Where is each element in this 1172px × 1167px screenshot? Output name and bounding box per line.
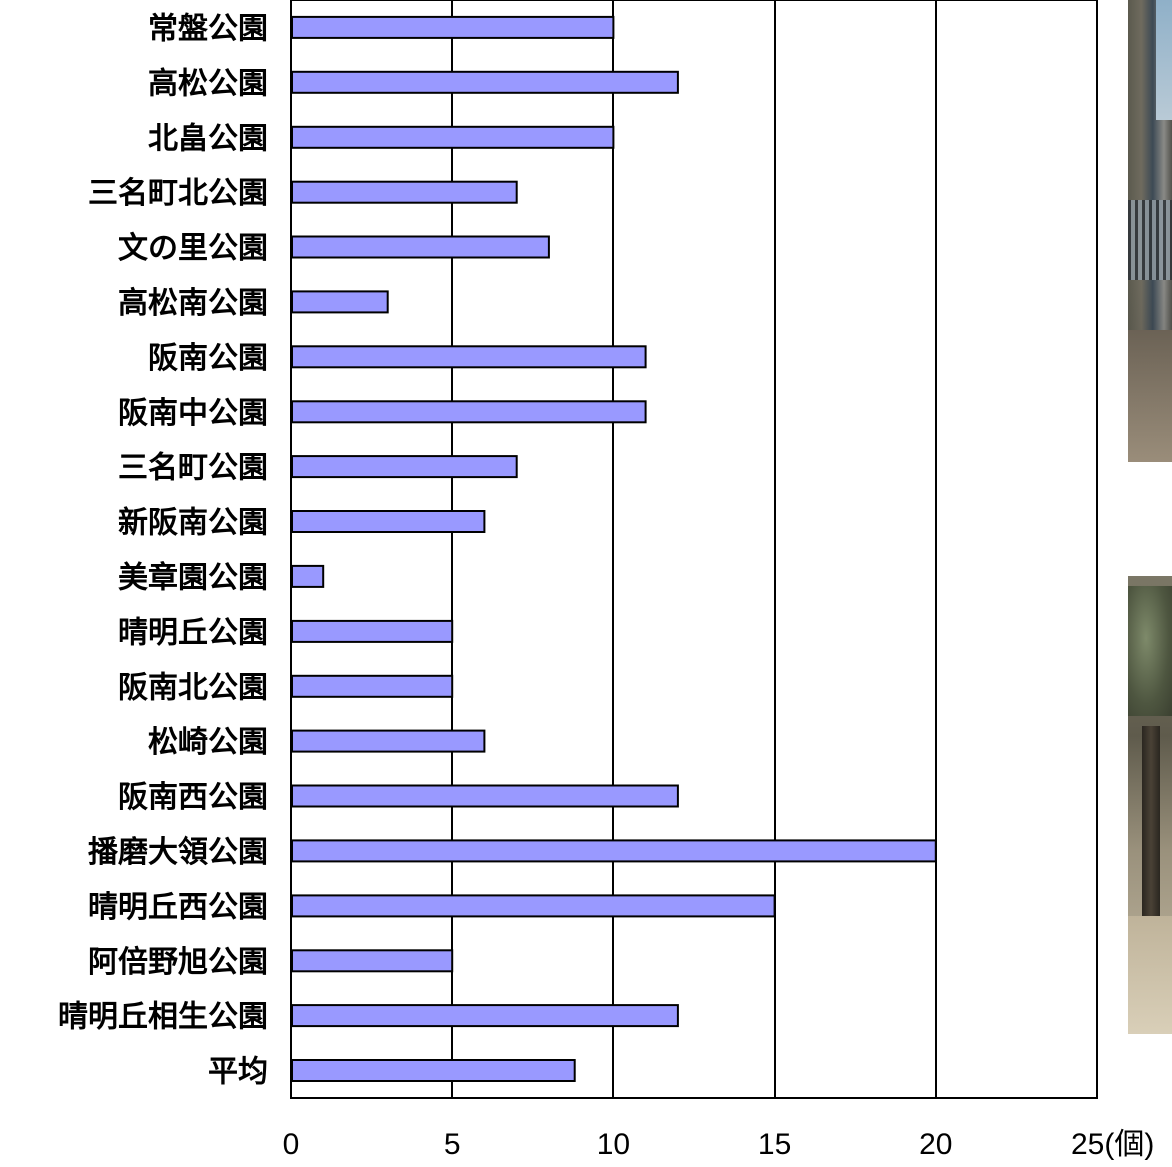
category-label: 文の里公園 [118, 231, 268, 266]
bar-layer [291, 15, 937, 1082]
bar [291, 784, 679, 808]
category-label-layer: 常盤公園高松公園北畠公園三名町北公園文の里公園高松南公園阪南公園阪南中公園三名町… [58, 12, 268, 1090]
bar [291, 70, 679, 94]
bar [291, 1004, 679, 1028]
category-label: 阪南公園 [148, 341, 268, 376]
category-label: 北畠公園 [148, 121, 268, 156]
photo-foliage [1128, 586, 1172, 716]
x-tick-label: 25(個) [1071, 1128, 1154, 1161]
bar [291, 15, 615, 39]
bar [291, 510, 486, 533]
x-tick-label: 10 [597, 1128, 630, 1161]
park-photo-bottom [1127, 576, 1172, 1034]
category-label: 播磨大領公園 [88, 835, 268, 870]
photo-sand [1128, 916, 1172, 1034]
bar [291, 345, 647, 369]
park-photo-top [1127, 0, 1172, 462]
x-tick-label: 20 [919, 1128, 952, 1161]
category-label: 美章園公園 [118, 560, 268, 595]
category-label: 晴明丘相生公園 [58, 1000, 268, 1035]
grid-layer [451, 0, 937, 1098]
x-tick-label: 15 [758, 1128, 791, 1161]
photo-fence [1128, 200, 1172, 280]
bar [291, 949, 454, 973]
category-label: 晴明丘公園 [118, 615, 268, 650]
bar [291, 564, 325, 588]
category-label: 三名町北公園 [88, 176, 268, 211]
category-label: 平均 [208, 1055, 268, 1090]
photo-tree-trunk [1142, 726, 1160, 926]
plot-frame [290, 0, 1098, 1099]
category-label: 三名町公園 [118, 451, 268, 486]
tick-label-layer: 0 5 10 15 20 25(個) [283, 1128, 1155, 1161]
bar [291, 400, 647, 424]
bar [291, 180, 518, 204]
bar [291, 235, 550, 259]
photo-ground [1128, 330, 1172, 462]
bar [291, 1059, 576, 1082]
bar [291, 455, 518, 479]
category-label: 高松南公園 [118, 286, 268, 321]
bar [291, 674, 454, 698]
photo-sky [1156, 0, 1172, 120]
category-label: 阪南中公園 [118, 396, 268, 431]
category-label: 新阪南公園 [118, 506, 268, 541]
category-label: 阪南西公園 [118, 780, 268, 815]
category-label: 晴明丘西公園 [88, 890, 268, 925]
category-label: 松崎公園 [148, 725, 268, 760]
bar [291, 290, 389, 314]
category-label: 阿倍野旭公園 [88, 945, 268, 980]
category-label: 高松公園 [148, 66, 268, 101]
bar [291, 619, 454, 643]
bar [291, 894, 776, 918]
bar [291, 729, 486, 753]
x-tick-label: 5 [444, 1128, 461, 1161]
x-tick-label: 0 [283, 1128, 300, 1161]
category-label: 常盤公園 [148, 12, 268, 47]
category-label: 阪南北公園 [118, 670, 268, 705]
bar [291, 839, 937, 863]
bar [291, 125, 615, 149]
